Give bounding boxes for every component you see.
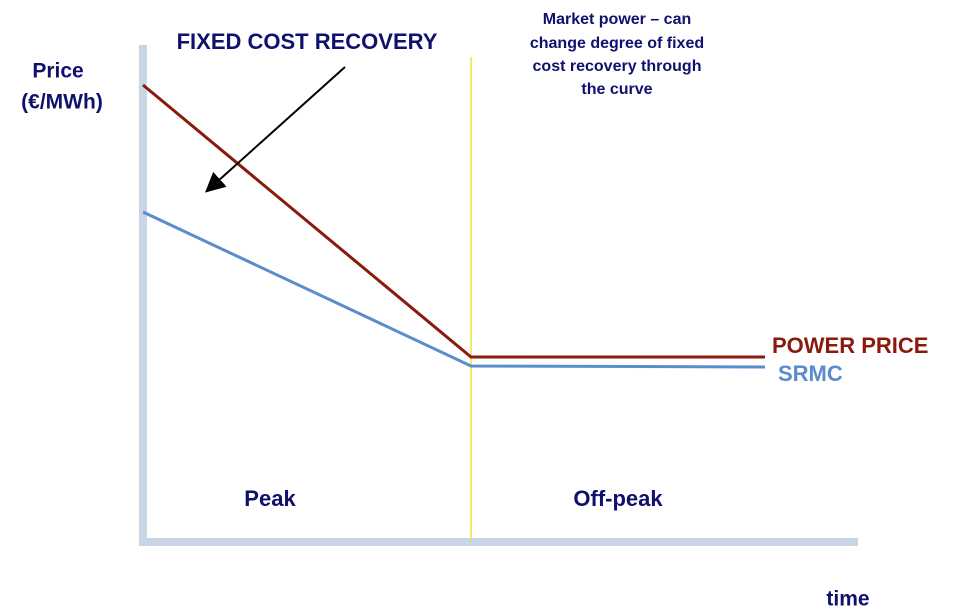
power-price-line xyxy=(142,83,765,359)
annotation: change degree of fixed xyxy=(530,35,704,52)
srmc-line xyxy=(142,210,766,369)
title: FIXED COST RECOVERY xyxy=(177,29,438,54)
region-label: Peak xyxy=(244,486,296,511)
arrow xyxy=(205,66,346,193)
annotation: cost recovery through xyxy=(533,58,702,75)
x-axis-label: time xyxy=(826,588,869,611)
annotation: the curve xyxy=(581,81,652,98)
y-axis-label: (€/MWh) xyxy=(21,91,103,114)
annotation: Market power – can xyxy=(543,11,692,28)
region-label: Off-peak xyxy=(573,486,663,511)
y-axis-label: Price xyxy=(32,60,83,83)
legend-label: SRMC xyxy=(778,361,843,386)
legend-label: POWER PRICE xyxy=(772,333,928,358)
